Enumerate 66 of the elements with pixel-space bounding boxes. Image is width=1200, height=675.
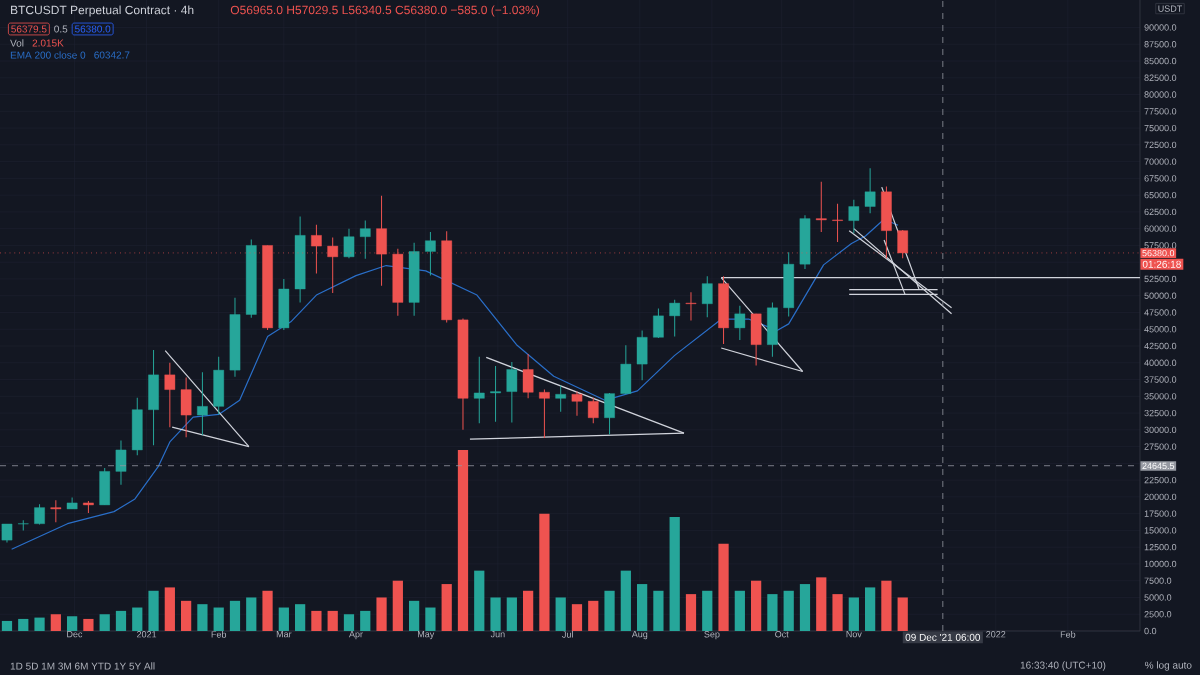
y-tick-label: 15000.0	[1144, 527, 1177, 534]
x-tick-label: 2022	[986, 631, 1006, 638]
y-tick-label: 30000.0	[1144, 426, 1177, 434]
annotation: 60342.7	[94, 51, 130, 59]
x-tick-label: Nov	[846, 631, 862, 638]
y-tick-label: 52500.0	[1144, 275, 1177, 283]
y-tick-label: 12500.0	[1144, 544, 1177, 551]
ref-line-label: 09 Dec '21 06:00	[905, 633, 981, 641]
y-tick-label: 75000.0	[1144, 124, 1177, 132]
x-tick-label: Sep	[704, 631, 720, 640]
ref-line-label: 56380.0	[1142, 249, 1175, 257]
y-tick-label: 47500.0	[1144, 309, 1177, 316]
x-tick-label: Mar	[276, 631, 292, 638]
y-tick-label: 80000.0	[1144, 91, 1177, 98]
y-tick-label: 60000.0	[1144, 225, 1177, 232]
y-tick-label: 45000.0	[1144, 326, 1177, 333]
text: 1D 5D 1M 3M 6M YTD 1Y 5Y All	[10, 662, 155, 670]
text: 01:26:18	[1142, 260, 1181, 268]
y-tick-label: 72500.0	[1144, 141, 1177, 149]
text: 16:33:40 (UTC+10)	[1020, 661, 1106, 671]
chart-title: BTCUSDT Perpetual Contract · 4h	[11, 5, 194, 17]
x-tick-label: Aug	[631, 631, 648, 640]
x-tick-label: Apr	[348, 631, 363, 640]
y-tick-label: 77500.0	[1144, 108, 1177, 115]
annotation: 56379.5	[11, 25, 47, 33]
y-tick-label: 85000.0	[1144, 57, 1177, 65]
y-tick-label: 10000.0	[1144, 560, 1177, 568]
x-tick-label: Jun	[490, 631, 505, 638]
x-tick-label: 2021	[137, 631, 157, 638]
y-tick-label: 2500.0	[1144, 611, 1172, 618]
y-tick-label: 65000.0	[1144, 191, 1177, 199]
ref-line-label: 24645.5	[1142, 462, 1175, 470]
y-tick-label: 35000.0	[1144, 393, 1177, 400]
y-tick-label: 22500.0	[1144, 476, 1177, 484]
y-tick-label: 42500.0	[1144, 342, 1177, 350]
y-tick-label: 62500.0	[1144, 208, 1177, 216]
annotation: 56380.0	[74, 25, 111, 33]
y-tick-label: 70000.0	[1144, 158, 1177, 165]
y-tick-label: 40000.0	[1144, 359, 1177, 366]
y-tick-label: 27500.0	[1144, 443, 1177, 450]
y-tick-label: 17500.0	[1144, 510, 1177, 517]
x-tick-label: Oct	[775, 631, 789, 638]
y-tick-label: 67500.0	[1144, 175, 1177, 182]
annotation: 0.5	[54, 25, 68, 33]
y-tick-label: 7500.0	[1144, 577, 1172, 584]
x-tick-label: May	[418, 631, 435, 640]
y-tick-label: 82500.0	[1144, 74, 1177, 81]
y-tick-label: 20000.0	[1144, 493, 1177, 501]
y-tick-label: 50000.0	[1144, 292, 1177, 299]
text: EMA 200 close 0	[10, 51, 86, 59]
y-tick-label: 57500.0	[1144, 242, 1177, 249]
y-tick-label: 90000.0	[1144, 24, 1177, 31]
y-tick-label: 37500.0	[1144, 376, 1177, 383]
x-tick-label: Feb	[211, 631, 227, 638]
chart-subtitle: O56965.0 H57029.5 L56340.5 C56380.0 −585.0 (−1.03%)	[230, 5, 540, 17]
y-tick-label: 32500.0	[1144, 409, 1177, 417]
text: USDT	[1158, 5, 1183, 12]
legend-label: Vol	[10, 39, 24, 47]
x-tick-label: Feb	[1060, 631, 1076, 638]
y-tick-label: 0.0	[1144, 627, 1157, 635]
text: % log auto	[1145, 661, 1192, 671]
y-tick-label: 87500.0	[1144, 41, 1177, 48]
x-tick-label: Dec	[67, 631, 83, 638]
x-tick-label: Jul	[562, 631, 573, 638]
y-tick-label: 5000.0	[1144, 594, 1172, 601]
annotation: 2.015K	[32, 39, 64, 47]
